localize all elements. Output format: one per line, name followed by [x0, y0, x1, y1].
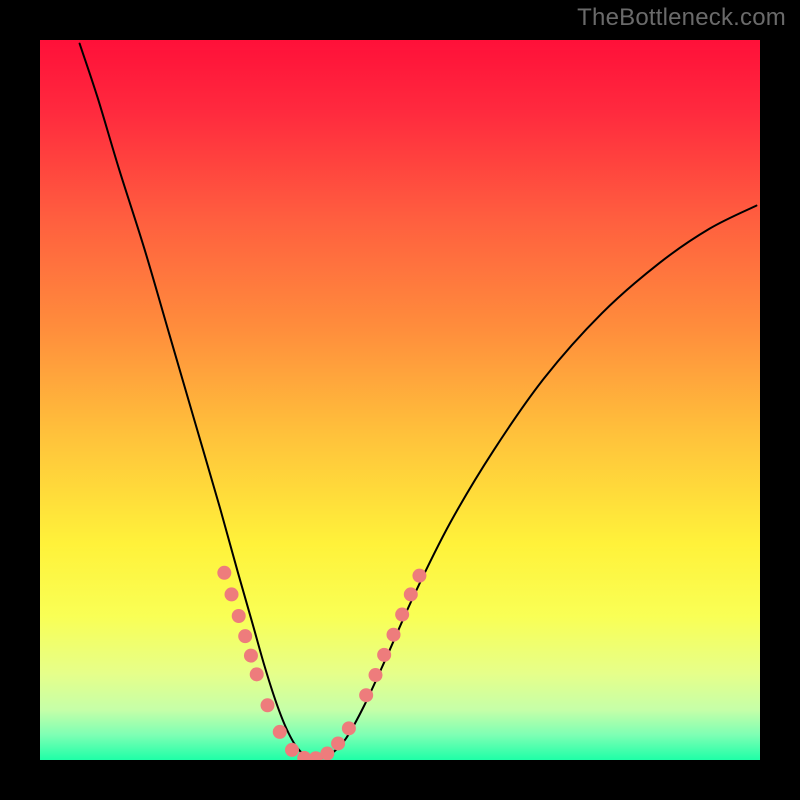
plot-area: [40, 40, 760, 760]
chart-stage: TheBottleneck.com: [0, 0, 800, 800]
data-marker: [331, 736, 345, 750]
data-marker: [342, 721, 356, 735]
bottleneck-svg: [40, 40, 760, 760]
data-marker: [285, 743, 299, 757]
data-marker: [395, 608, 409, 622]
data-marker: [217, 566, 231, 580]
data-marker: [273, 725, 287, 739]
data-marker: [369, 668, 383, 682]
watermark-text: TheBottleneck.com: [577, 4, 786, 32]
data-marker: [387, 628, 401, 642]
data-marker: [261, 698, 275, 712]
bottleneck-curve: [80, 44, 757, 759]
data-marker: [244, 649, 258, 663]
data-marker: [225, 587, 239, 601]
data-marker: [359, 688, 373, 702]
data-marker: [412, 569, 426, 583]
data-marker: [320, 747, 334, 760]
data-marker: [377, 648, 391, 662]
data-marker: [250, 667, 264, 681]
data-marker: [404, 587, 418, 601]
data-marker: [232, 609, 246, 623]
data-marker: [238, 629, 252, 643]
